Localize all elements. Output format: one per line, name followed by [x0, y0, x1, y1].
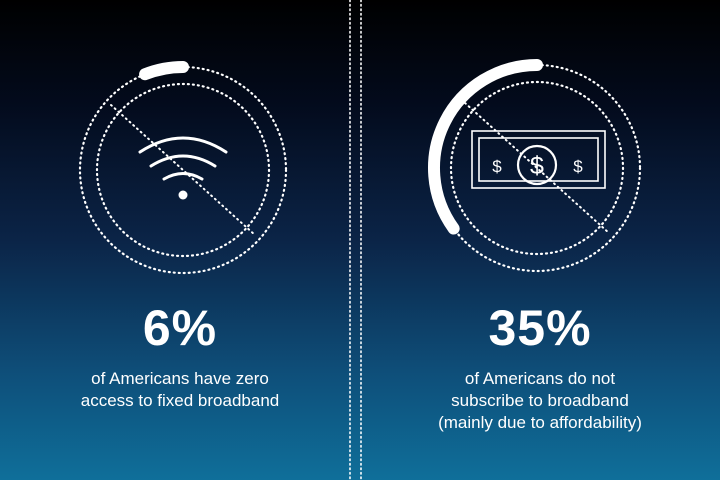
left-slash-line	[110, 104, 256, 236]
right-progress-ring: $ $ $	[428, 59, 642, 273]
right-progress-arc	[428, 59, 543, 235]
left-stat-panel: 6% of Americans have zero access to fixe…	[0, 0, 360, 480]
left-caption-line: access to fixed broadband	[80, 391, 280, 410]
right-caption-line: of Americans do not	[464, 369, 616, 388]
right-stat-value: 35%	[488, 300, 592, 356]
dollar-bill-icon: $ $ $	[471, 130, 606, 189]
center-divider	[349, 0, 362, 480]
svg-text:$: $	[530, 152, 544, 180]
left-caption: of Americans have zero access to fixed b…	[0, 368, 360, 412]
right-caption-line: (mainly due to affordability)	[438, 413, 642, 432]
svg-text:$: $	[492, 157, 502, 176]
left-progress-arc	[139, 61, 189, 81]
right-stat-panel: $ $ $ 35% of Americans do not subscribe …	[360, 0, 720, 480]
left-caption-line: of Americans have zero	[91, 369, 269, 388]
left-progress-ring	[78, 61, 288, 275]
svg-text:$: $	[573, 157, 583, 176]
left-stat-value: 6%	[142, 300, 218, 356]
right-caption-line: subscribe to broadband	[451, 391, 629, 410]
right-caption: of Americans do not subscribe to broadba…	[360, 368, 720, 434]
right-slash-line	[464, 102, 610, 234]
wifi-icon	[138, 136, 228, 200]
